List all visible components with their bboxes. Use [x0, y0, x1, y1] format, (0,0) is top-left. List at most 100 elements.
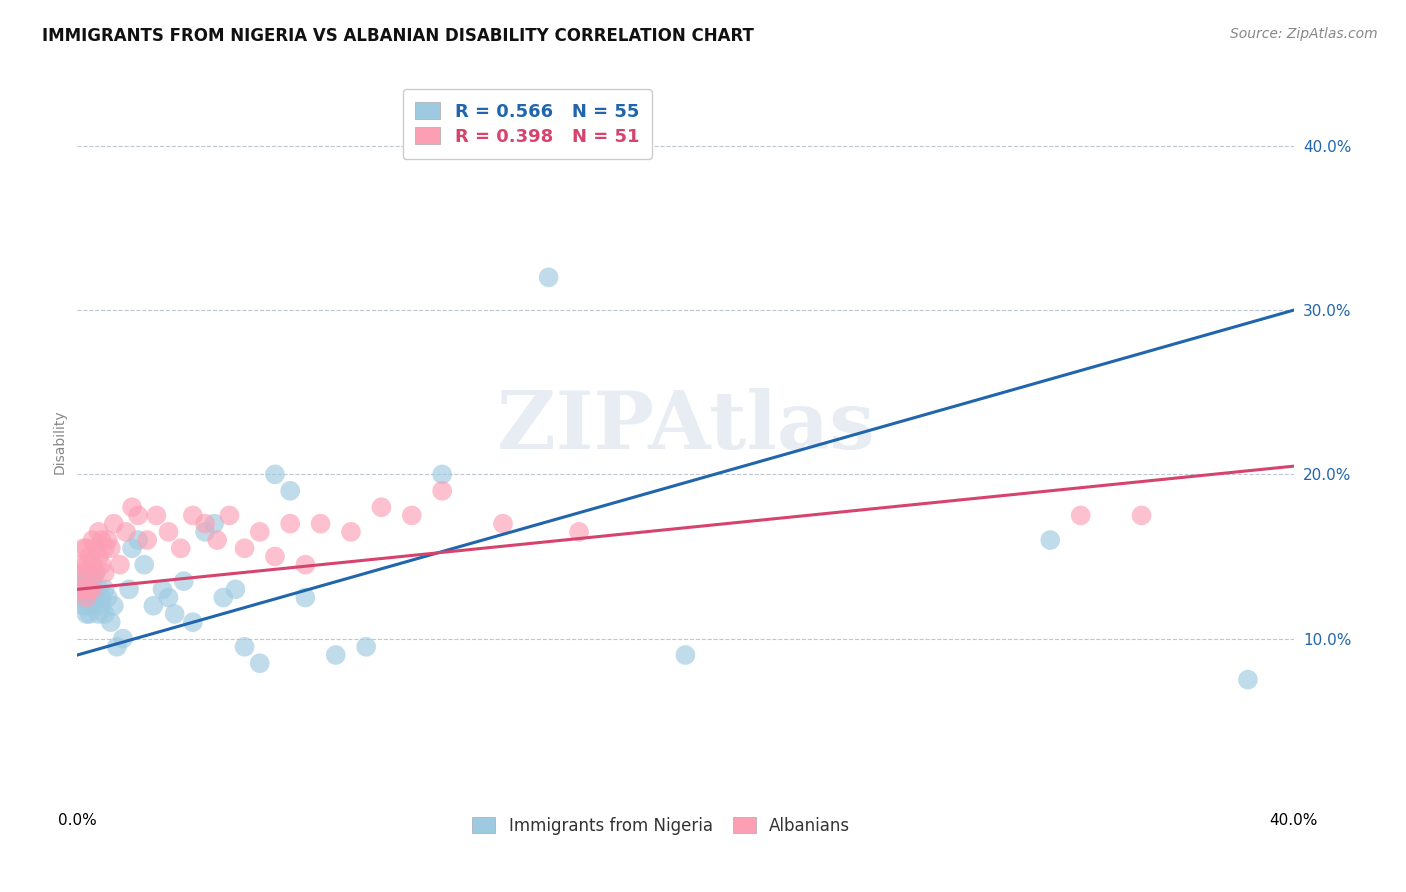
Point: [1070, 508, 1092, 523]
Point: [224, 582, 246, 597]
Point: [108, 558, 131, 572]
Point: [170, 541, 193, 556]
Point: [75, 558, 97, 572]
Point: [75, 607, 97, 621]
Point: [93, 541, 115, 556]
Point: [75, 541, 97, 556]
Point: [69, 591, 91, 605]
Point: [115, 524, 138, 539]
Point: [163, 607, 186, 621]
Point: [100, 615, 122, 630]
Point: [430, 467, 453, 482]
Point: [233, 541, 256, 556]
Point: [69, 582, 91, 597]
Point: [79, 607, 101, 621]
Point: [97, 533, 120, 547]
Point: [82, 533, 104, 547]
Point: [75, 591, 97, 605]
Point: [142, 599, 165, 613]
Point: [675, 648, 697, 662]
Point: [309, 516, 332, 531]
Point: [264, 549, 287, 564]
Point: [354, 640, 377, 654]
Point: [72, 599, 94, 613]
Point: [87, 582, 110, 597]
Point: [218, 508, 240, 523]
Point: [1039, 533, 1062, 547]
Point: [90, 599, 112, 613]
Text: ZIPAtlas: ZIPAtlas: [496, 388, 875, 467]
Point: [93, 582, 115, 597]
Point: [79, 566, 101, 580]
Point: [181, 508, 204, 523]
Point: [152, 582, 174, 597]
Point: [79, 582, 101, 597]
Point: [69, 558, 91, 572]
Point: [264, 467, 287, 482]
Point: [75, 599, 97, 613]
Point: [82, 582, 104, 597]
Point: [82, 558, 104, 572]
Point: [157, 591, 180, 605]
Text: Source: ZipAtlas.com: Source: ZipAtlas.com: [1230, 27, 1378, 41]
Point: [136, 533, 159, 547]
Point: [121, 541, 143, 556]
Point: [537, 270, 560, 285]
Point: [84, 566, 107, 580]
Point: [87, 549, 110, 564]
Point: [72, 541, 94, 556]
Point: [72, 566, 94, 580]
Point: [87, 524, 110, 539]
Point: [134, 558, 156, 572]
Point: [1130, 508, 1153, 523]
Point: [278, 516, 301, 531]
Point: [84, 591, 107, 605]
Point: [79, 591, 101, 605]
Point: [69, 582, 91, 597]
Point: [90, 558, 112, 572]
Point: [72, 566, 94, 580]
Point: [111, 632, 134, 646]
Point: [103, 599, 125, 613]
Point: [103, 516, 125, 531]
Point: [87, 607, 110, 621]
Point: [84, 566, 107, 580]
Point: [72, 582, 94, 597]
Point: [370, 500, 392, 515]
Point: [97, 591, 120, 605]
Point: [127, 533, 149, 547]
Point: [294, 558, 316, 572]
Point: [325, 648, 347, 662]
Point: [294, 591, 316, 605]
Point: [202, 516, 225, 531]
Point: [233, 640, 256, 654]
Point: [118, 582, 141, 597]
Point: [205, 533, 228, 547]
Point: [84, 541, 107, 556]
Point: [127, 508, 149, 523]
Point: [249, 524, 271, 539]
Text: IMMIGRANTS FROM NIGERIA VS ALBANIAN DISABILITY CORRELATION CHART: IMMIGRANTS FROM NIGERIA VS ALBANIAN DISA…: [42, 27, 754, 45]
Point: [492, 516, 515, 531]
Point: [93, 566, 115, 580]
Point: [72, 591, 94, 605]
Point: [340, 524, 363, 539]
Point: [75, 574, 97, 588]
Point: [105, 640, 128, 654]
Point: [212, 591, 235, 605]
Point: [75, 582, 97, 597]
Point: [157, 524, 180, 539]
Point: [79, 549, 101, 564]
Point: [93, 607, 115, 621]
Point: [72, 574, 94, 588]
Point: [1237, 673, 1260, 687]
Point: [90, 591, 112, 605]
Point: [194, 524, 217, 539]
Point: [82, 599, 104, 613]
Point: [121, 500, 143, 515]
Point: [278, 483, 301, 498]
Point: [194, 516, 217, 531]
Point: [568, 524, 591, 539]
Point: [249, 657, 271, 671]
Point: [430, 483, 453, 498]
